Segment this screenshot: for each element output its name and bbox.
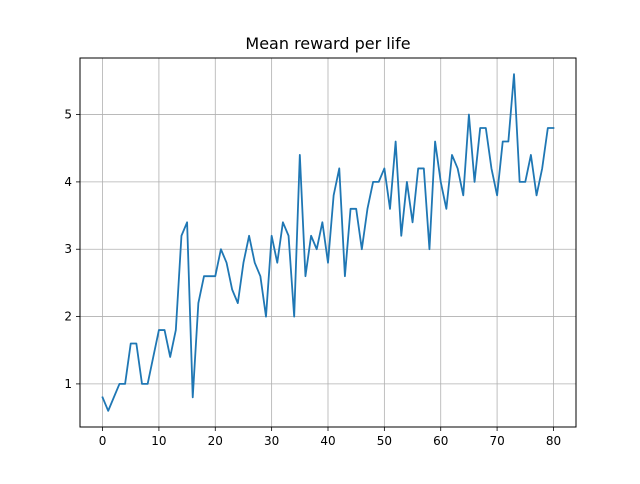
y-tick-label: 1 (64, 377, 72, 391)
y-tick-label: 3 (64, 242, 72, 256)
x-tick-label: 60 (433, 434, 448, 448)
x-tick-label: 70 (489, 434, 504, 448)
series-line (101, 73, 555, 412)
axis-ticks: 0 10 20 30 40 50 60 70 80 1 2 3 4 5 (64, 108, 561, 448)
grid-lines (80, 58, 576, 427)
x-tick-label: 10 (151, 434, 166, 448)
x-tick-label: 40 (320, 434, 335, 448)
x-tick-label: 30 (264, 434, 279, 448)
x-tick-label: 50 (377, 434, 392, 448)
x-tick-label: 80 (546, 434, 561, 448)
x-tick-label: 0 (99, 434, 107, 448)
x-tick-label: 20 (208, 434, 223, 448)
chart-title: Mean reward per life (245, 34, 410, 53)
y-tick-label: 2 (64, 310, 72, 324)
series-layer (101, 73, 555, 412)
y-tick-label: 4 (64, 175, 72, 189)
y-tick-label: 5 (64, 108, 72, 122)
